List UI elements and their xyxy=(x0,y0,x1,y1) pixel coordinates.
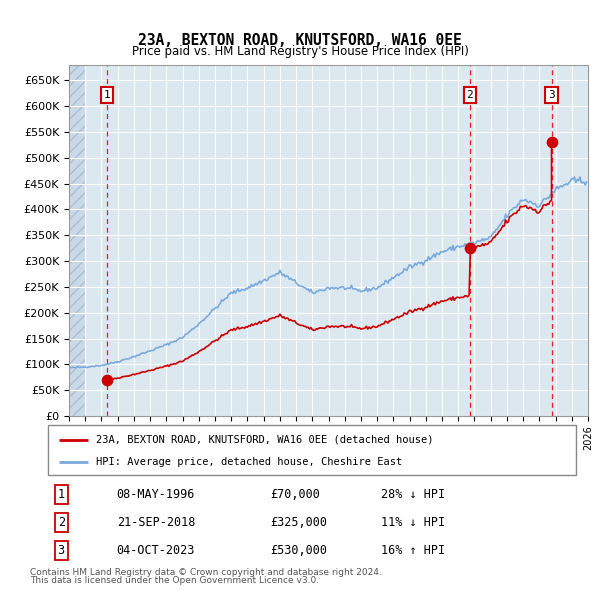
Text: 2: 2 xyxy=(58,516,65,529)
Text: This data is licensed under the Open Government Licence v3.0.: This data is licensed under the Open Gov… xyxy=(30,576,319,585)
Text: 23A, BEXTON ROAD, KNUTSFORD, WA16 0EE: 23A, BEXTON ROAD, KNUTSFORD, WA16 0EE xyxy=(138,32,462,48)
Point xyxy=(547,137,556,147)
Text: 16% ↑ HPI: 16% ↑ HPI xyxy=(380,544,445,557)
Point xyxy=(465,244,475,253)
Text: £325,000: £325,000 xyxy=(270,516,327,529)
Text: 1: 1 xyxy=(104,90,110,100)
Text: 1: 1 xyxy=(58,489,65,502)
Text: 21-SEP-2018: 21-SEP-2018 xyxy=(116,516,195,529)
Text: HPI: Average price, detached house, Cheshire East: HPI: Average price, detached house, Ches… xyxy=(95,457,402,467)
Text: 08-MAY-1996: 08-MAY-1996 xyxy=(116,489,195,502)
Text: 04-OCT-2023: 04-OCT-2023 xyxy=(116,544,195,557)
Text: 11% ↓ HPI: 11% ↓ HPI xyxy=(380,516,445,529)
Text: £530,000: £530,000 xyxy=(270,544,327,557)
Point xyxy=(103,375,112,385)
Text: 2: 2 xyxy=(467,90,473,100)
Bar xyxy=(69,65,85,416)
Text: £70,000: £70,000 xyxy=(270,489,320,502)
Text: 23A, BEXTON ROAD, KNUTSFORD, WA16 0EE (detached house): 23A, BEXTON ROAD, KNUTSFORD, WA16 0EE (d… xyxy=(95,435,433,445)
Text: Price paid vs. HM Land Registry's House Price Index (HPI): Price paid vs. HM Land Registry's House … xyxy=(131,45,469,58)
Text: 28% ↓ HPI: 28% ↓ HPI xyxy=(380,489,445,502)
Text: Contains HM Land Registry data © Crown copyright and database right 2024.: Contains HM Land Registry data © Crown c… xyxy=(30,568,382,577)
Text: 3: 3 xyxy=(548,90,555,100)
Text: 3: 3 xyxy=(58,544,65,557)
